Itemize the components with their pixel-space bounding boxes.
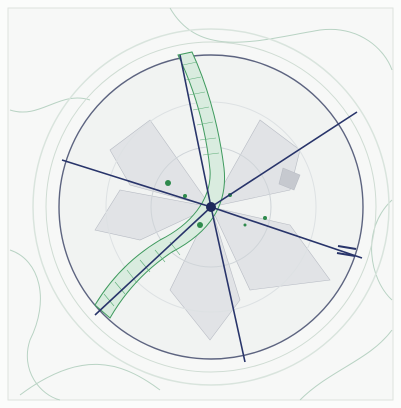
axes <box>61 54 363 363</box>
road <box>169 7 393 71</box>
block-lines <box>103 241 181 307</box>
axis <box>94 206 212 316</box>
gate <box>337 245 357 250</box>
road <box>9 97 91 113</box>
outer-ring <box>32 28 390 386</box>
road <box>9 249 61 401</box>
district <box>94 189 212 241</box>
road <box>371 199 393 301</box>
green-spots <box>165 180 267 228</box>
axis <box>179 54 212 208</box>
district <box>169 206 241 341</box>
districts <box>94 119 331 341</box>
road <box>299 329 393 401</box>
green-corridor <box>94 51 226 319</box>
block-lines <box>182 61 220 156</box>
center-node <box>206 202 216 212</box>
road <box>19 363 161 396</box>
axis <box>210 206 246 363</box>
spot <box>183 194 187 198</box>
gate <box>336 252 356 257</box>
axis <box>210 111 358 208</box>
spot <box>165 180 171 186</box>
district <box>109 119 212 208</box>
axis <box>210 206 363 259</box>
plaza <box>278 167 301 191</box>
spot <box>263 216 267 220</box>
axis <box>61 159 212 208</box>
gate-marks <box>336 245 357 257</box>
outer-ring <box>45 41 377 373</box>
spot <box>197 222 203 228</box>
corridor-blocks <box>103 61 220 307</box>
spot <box>243 223 247 227</box>
